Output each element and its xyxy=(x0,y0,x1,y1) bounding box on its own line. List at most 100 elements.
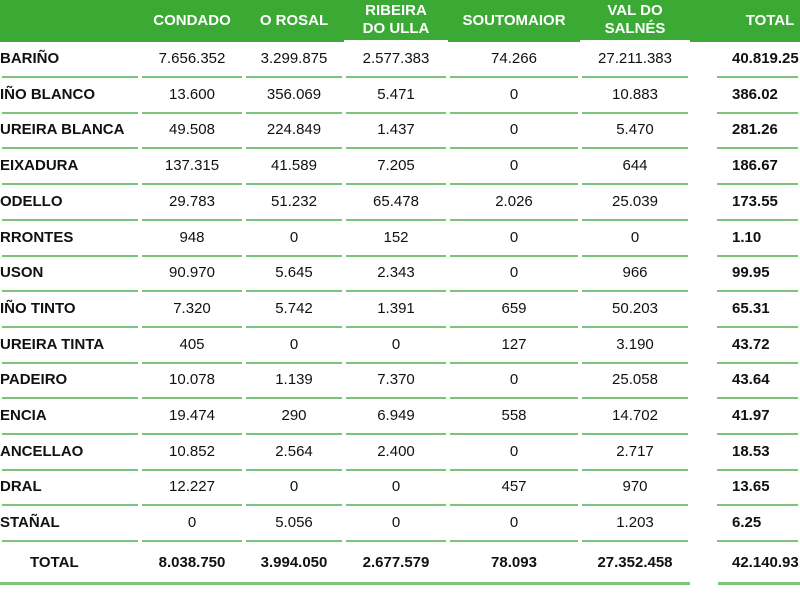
value-cell: 1.139 xyxy=(275,371,313,389)
row-divider xyxy=(450,218,578,221)
row-divider xyxy=(450,361,578,364)
value-cell: 2.026 xyxy=(495,192,533,210)
variety-name: IÑO TINTO xyxy=(0,299,76,317)
row-divider xyxy=(142,76,242,78)
row-divider xyxy=(346,504,446,507)
value-cell: 90.970 xyxy=(169,264,215,282)
row-divider xyxy=(346,361,446,364)
value-cell: 948 xyxy=(179,228,205,246)
value-cell: 3.190 xyxy=(616,335,654,353)
value-cell: 3.994.050 xyxy=(260,554,328,571)
row-divider xyxy=(246,325,342,328)
row-divider xyxy=(346,325,446,328)
variety-name: ANCELLAO xyxy=(0,442,84,460)
row-total-cell: 1.10 xyxy=(732,228,762,246)
row-total-cell: 41.97 xyxy=(732,407,770,424)
row-divider xyxy=(246,433,342,435)
variety-name: STAÑAL xyxy=(0,514,60,532)
row-divider xyxy=(346,397,446,400)
value-cell: 19.474 xyxy=(169,407,215,424)
row-divider xyxy=(2,540,138,543)
header-o-rosal: O ROSAL xyxy=(259,12,329,29)
row-divider xyxy=(142,254,242,257)
row-divider xyxy=(450,76,578,78)
row-divider xyxy=(2,111,138,114)
row-divider xyxy=(582,468,688,471)
value-cell: 5.056 xyxy=(275,514,313,532)
row-divider xyxy=(2,218,138,221)
row-divider xyxy=(246,468,342,471)
row-divider xyxy=(717,254,798,257)
value-cell: 0 xyxy=(391,514,401,532)
value-cell: 966 xyxy=(622,264,648,282)
value-cell: 0 xyxy=(509,264,519,282)
value-cell: 2.717 xyxy=(616,442,654,460)
row-divider xyxy=(582,361,688,364)
variety-name: BARIÑO xyxy=(0,50,60,67)
value-cell: 970 xyxy=(622,478,648,496)
row-total-cell: 13.65 xyxy=(732,478,770,496)
row-divider xyxy=(450,254,578,257)
row-divider xyxy=(717,325,798,328)
value-cell: 5.742 xyxy=(275,299,313,317)
value-cell: 8.038.750 xyxy=(158,554,226,571)
row-divider xyxy=(582,183,688,186)
row-divider xyxy=(450,147,578,150)
row-divider xyxy=(142,290,242,293)
row-divider xyxy=(582,147,688,150)
value-cell: 5.471 xyxy=(377,85,415,103)
header-ribeira-do-ulla: RIBEIRA DO ULLA xyxy=(344,0,448,42)
table-row: RRONTES 948 0 152 0 0 1.10 xyxy=(0,221,800,257)
value-cell: 7.320 xyxy=(173,299,211,317)
value-cell: 27.352.458 xyxy=(597,554,673,571)
row-total-cell: 18.53 xyxy=(732,442,770,460)
value-cell: 0 xyxy=(391,478,401,496)
value-cell: 0 xyxy=(509,85,519,103)
value-cell: 12.227 xyxy=(169,478,215,496)
row-divider xyxy=(717,468,798,471)
total-divider xyxy=(0,582,690,585)
value-cell: 10.883 xyxy=(612,85,658,103)
row-total-cell: 42.140.93 xyxy=(732,554,799,571)
value-cell: 290 xyxy=(281,407,307,424)
value-cell: 7.370 xyxy=(377,371,415,389)
row-divider xyxy=(142,147,242,150)
value-cell: 0 xyxy=(187,514,197,532)
value-cell: 659 xyxy=(501,299,527,317)
value-cell: 49.508 xyxy=(169,121,215,139)
variety-name: USON xyxy=(0,264,44,282)
row-divider xyxy=(2,290,138,293)
row-total-cell: 99.95 xyxy=(732,264,770,282)
row-divider xyxy=(717,76,798,78)
value-cell: 1.437 xyxy=(377,121,415,139)
value-cell: 50.203 xyxy=(612,299,658,317)
value-cell: 78.093 xyxy=(491,554,537,571)
row-divider xyxy=(246,361,342,364)
row-divider xyxy=(582,397,688,400)
variety-name: UREIRA TINTA xyxy=(0,335,105,353)
row-divider xyxy=(2,504,138,507)
value-cell: 0 xyxy=(509,121,519,139)
value-cell: 0 xyxy=(289,478,299,496)
value-cell: 5.470 xyxy=(616,121,654,139)
row-divider xyxy=(142,183,242,186)
row-divider xyxy=(582,218,688,221)
variety-name: RRONTES xyxy=(0,228,74,246)
value-cell: 356.069 xyxy=(266,85,322,103)
row-divider xyxy=(2,325,138,328)
row-divider xyxy=(450,540,578,543)
value-cell: 27.211.383 xyxy=(598,50,672,67)
row-divider xyxy=(346,433,446,435)
value-cell: 25.058 xyxy=(612,371,658,389)
row-divider xyxy=(717,147,798,150)
row-divider xyxy=(142,325,242,328)
value-cell: 152 xyxy=(383,228,409,246)
row-divider xyxy=(582,111,688,114)
variety-name: DRAL xyxy=(0,478,42,496)
value-cell: 10.852 xyxy=(169,442,215,460)
table-row: EIXADURA 137.315 41.589 7.205 0 644 186.67 xyxy=(0,149,800,186)
row-divider xyxy=(2,361,138,364)
value-cell: 405 xyxy=(179,335,205,353)
variety-name: ODELLO xyxy=(0,192,63,210)
row-total-cell: 386.02 xyxy=(732,85,778,103)
